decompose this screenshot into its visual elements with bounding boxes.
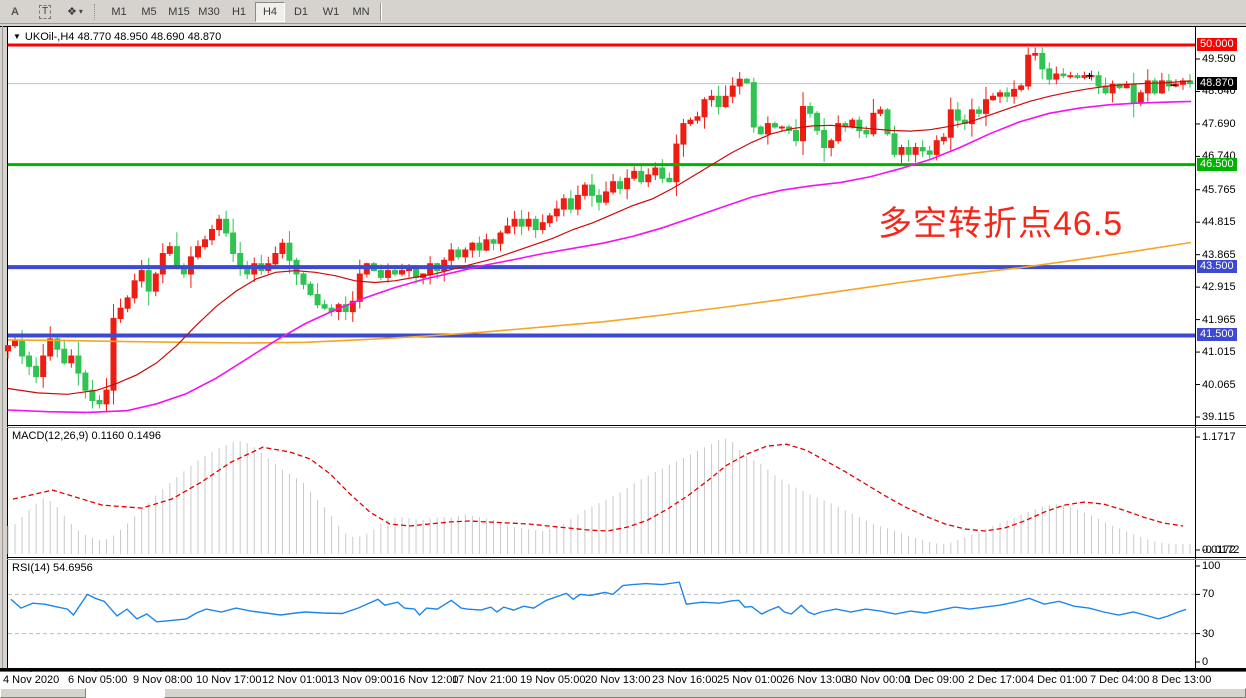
price-badge-48.870: 48.870 bbox=[1197, 76, 1237, 90]
scrollbar-thumb-1[interactable] bbox=[164, 688, 1246, 698]
horizontal-scrollbar[interactable] bbox=[0, 688, 1246, 698]
plus-marker: + bbox=[1086, 69, 1094, 83]
price-badge-50.000: 50.000 bbox=[1197, 37, 1237, 51]
rsi-tick-label: 0 bbox=[1202, 656, 1209, 668]
drawing-tool-dropdown[interactable]: ❖ ▾ bbox=[61, 3, 89, 21]
text-tool-icon: T bbox=[38, 4, 52, 19]
ma-slow-orange bbox=[7, 241, 1192, 344]
price-tick-label: 41.965 bbox=[1202, 313, 1236, 326]
time-tick-label: 10 Nov 17:00 bbox=[196, 674, 262, 686]
rsi-tick-label: 70 bbox=[1202, 588, 1215, 601]
time-tick-label: 4 Dec 01:00 bbox=[1028, 674, 1088, 686]
timeframe-H1[interactable]: H1 bbox=[231, 5, 247, 18]
price-tick-label: 47.690 bbox=[1202, 117, 1236, 130]
time-tick-label: 25 Nov 01:00 bbox=[717, 674, 783, 686]
timeframe-M30[interactable]: M30 bbox=[198, 5, 220, 18]
text-tool-button[interactable]: T bbox=[31, 3, 59, 21]
time-tick-label: 30 Nov 00:00 bbox=[845, 674, 911, 686]
macd-tick-label: 0.0172 bbox=[1202, 544, 1236, 556]
price-tick-label: 44.815 bbox=[1202, 216, 1236, 229]
cursor-tool-icon: A bbox=[11, 5, 19, 18]
time-tick-label: 23 Nov 16:00 bbox=[652, 674, 718, 686]
timeframe-group: M1 M5 M15 M30 H1 H4 D1 W1 MN bbox=[104, 1, 376, 22]
time-tick-label: 17 Nov 21:00 bbox=[452, 674, 518, 686]
rsi-tick-label: 30 bbox=[1202, 627, 1215, 640]
time-tick-label: 6 Nov 05:00 bbox=[68, 674, 128, 686]
time-tick-label: 8 Dec 13:00 bbox=[1152, 674, 1212, 686]
price-badge-41.500: 41.500 bbox=[1197, 328, 1237, 342]
chevron-down-icon: ▾ bbox=[78, 7, 83, 16]
timeframe-M1[interactable]: M1 bbox=[111, 5, 127, 18]
rsi-tick-label: 100 bbox=[1202, 560, 1221, 572]
macd-tick-label: -0.0172 bbox=[1202, 544, 1240, 556]
macd-signal-line bbox=[12, 443, 1184, 532]
symbol-ohlc-title: UKOil-,H4 48.770 48.950 48.690 48.870 bbox=[24, 31, 222, 43]
timeframe-H4[interactable]: H4 bbox=[255, 1, 285, 22]
time-tick-label: 19 Nov 05:00 bbox=[520, 674, 586, 686]
price-tick-label: 45.765 bbox=[1202, 183, 1236, 196]
time-tick-label: 20 Nov 13:00 bbox=[585, 674, 651, 686]
rsi-label: RSI(14) 54.6956 bbox=[12, 562, 93, 574]
drawing-tool-icon: ❖ bbox=[67, 6, 77, 18]
time-tick-label: 7 Dec 04:00 bbox=[1090, 674, 1150, 686]
cursor-tool-button[interactable]: A bbox=[1, 3, 29, 21]
time-tick-label: 2 Dec 17:00 bbox=[968, 674, 1028, 686]
chart-header: ▼ UKOil-,H4 48.770 48.950 48.690 48.870 bbox=[13, 31, 221, 43]
time-tick-label: 12 Nov 01:00 bbox=[262, 674, 328, 686]
time-tick-label: 13 Nov 09:00 bbox=[327, 674, 393, 686]
toolbar: A T ❖ ▾ M1 M5 M15 M30 H1 H4 D1 W1 MN bbox=[0, 0, 1246, 24]
price-tick-label: 42.915 bbox=[1202, 281, 1236, 294]
ma-mid-magenta bbox=[7, 100, 1192, 414]
toolbar-grip bbox=[94, 3, 100, 20]
price-tick-label: 39.115 bbox=[1202, 411, 1235, 423]
time-axis-strip bbox=[0, 672, 1246, 688]
price-tick-label: 40.065 bbox=[1202, 378, 1236, 391]
toolbar-separator bbox=[380, 2, 381, 21]
rsi-line bbox=[10, 581, 1187, 623]
minus-marker: − bbox=[1170, 78, 1178, 92]
timeframe-M5[interactable]: M5 bbox=[141, 5, 157, 18]
time-tick-label: 1 Dec 09:00 bbox=[905, 674, 965, 686]
macd-label: MACD(12,26,9) 0.1160 0.1496 bbox=[12, 430, 161, 442]
macd-tick-label: 1.1717 bbox=[1202, 431, 1236, 443]
price-tick-label: 49.590 bbox=[1202, 53, 1236, 65]
time-tick-label: 16 Nov 12:00 bbox=[393, 674, 459, 686]
price-badge-43.500: 43.500 bbox=[1197, 260, 1237, 274]
scrollbar-thumb-0[interactable] bbox=[0, 688, 86, 698]
ma-fast-red bbox=[7, 80, 1192, 395]
symbol-dropdown-icon[interactable]: ▼ bbox=[13, 32, 21, 41]
time-tick-label: 26 Nov 13:00 bbox=[782, 674, 848, 686]
timeframe-W1[interactable]: W1 bbox=[322, 5, 340, 18]
price-badge-46.500: 46.500 bbox=[1197, 157, 1237, 171]
timeframe-M15[interactable]: M15 bbox=[168, 5, 190, 18]
timeframe-D1[interactable]: D1 bbox=[293, 5, 309, 18]
time-tick-label: 4 Nov 2020 bbox=[3, 674, 60, 686]
time-tick-label: 9 Nov 08:00 bbox=[133, 674, 193, 686]
price-tick-label: 41.015 bbox=[1202, 346, 1236, 359]
timeframe-MN[interactable]: MN bbox=[352, 5, 370, 18]
annotation-text: 多空转折点46.5 bbox=[878, 205, 1124, 243]
price-tick-label: 43.865 bbox=[1202, 248, 1236, 261]
